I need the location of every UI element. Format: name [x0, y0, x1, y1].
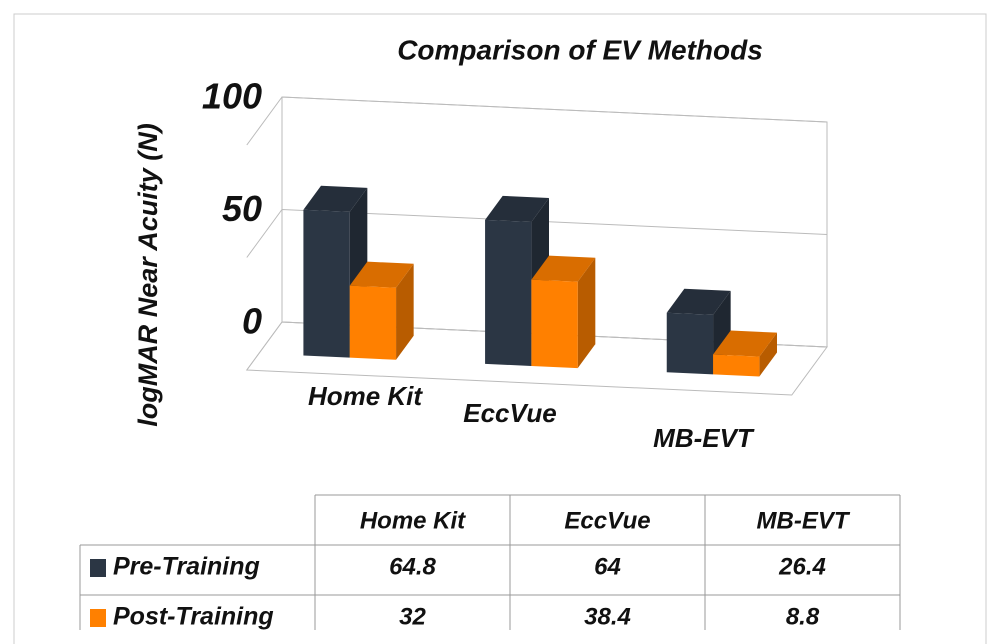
bar-top — [666, 288, 731, 315]
x-tick-label: Home Kit — [308, 381, 423, 411]
bar-top — [349, 261, 414, 288]
y-axis-label: logMAR Near Acuity (N) — [133, 123, 163, 427]
bar-side — [396, 263, 414, 360]
table-header: EccVue — [564, 507, 650, 534]
table-cell: 8.8 — [786, 603, 820, 630]
y-tick-label: 100 — [202, 76, 262, 117]
grid-line — [246, 96, 828, 146]
x-tick-label: MB-EVT — [653, 423, 755, 453]
grid-line — [246, 208, 828, 258]
bar-front — [485, 219, 532, 366]
legend-label: Post-Training — [113, 603, 274, 631]
legend-swatch — [90, 609, 106, 627]
bar-top — [303, 185, 368, 212]
bar-top — [531, 255, 596, 282]
table-cell: 38.4 — [584, 603, 631, 630]
table-header: Home Kit — [360, 507, 466, 534]
x-tick-label: EccVue — [463, 398, 556, 428]
bar-front — [531, 279, 578, 369]
legend-label: Pre-Training — [113, 553, 260, 581]
table-cell: 32 — [399, 603, 426, 630]
table-header: MB-EVT — [757, 507, 851, 534]
table-cell: 26.4 — [778, 553, 826, 580]
bar-top — [713, 330, 777, 357]
frame — [13, 13, 987, 644]
table-cell: 64.8 — [389, 553, 436, 580]
legend-swatch — [90, 559, 106, 577]
bar-front — [303, 209, 350, 358]
bar-top — [485, 195, 549, 222]
bar-front — [713, 354, 760, 377]
chart-title: Comparison of EV Methods — [397, 34, 763, 65]
bar-side — [577, 257, 596, 369]
grid-line — [246, 321, 828, 371]
bar-front — [666, 312, 714, 375]
bar-side — [759, 332, 777, 377]
bar-front — [349, 285, 397, 360]
y-tick-label: 0 — [242, 301, 262, 342]
y-tick-label: 50 — [222, 188, 262, 229]
table-cell: 64 — [594, 553, 621, 580]
